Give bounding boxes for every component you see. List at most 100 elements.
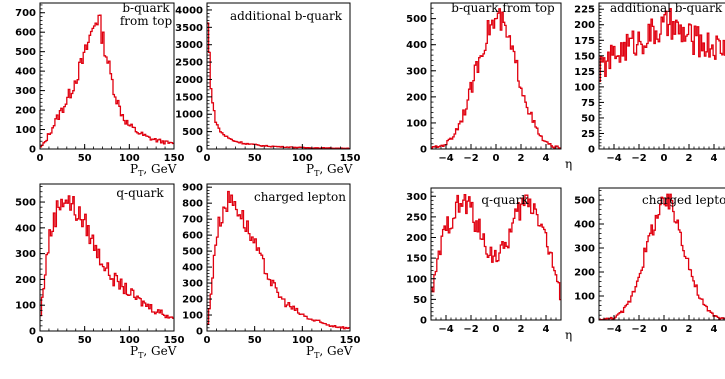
chart-title: q-quark — [116, 186, 164, 200]
x-tick-label: 50 — [78, 335, 92, 346]
chart-title: additional b-quark — [610, 1, 723, 15]
chart-panel-8: 0 100 200 300 400 500 −4 −2 0 2 4 charged lepton — [574, 187, 725, 335]
x-tick-label: 150 — [164, 335, 185, 346]
y-tick-label: 300 — [15, 249, 36, 260]
x-axis-label: η — [565, 328, 572, 342]
x-tick-label: 0 — [204, 335, 211, 346]
y-tick-label: 0 — [420, 316, 427, 327]
x-tick-label: −4 — [438, 153, 453, 164]
x-tick-label: 4 — [543, 324, 550, 335]
chart-panel-2: 0 500 1000 1500 2000 2500 3000 3500 4000 0 50 100 15… — [175, 2, 361, 178]
chart-title: additional b-quark — [230, 9, 343, 23]
y-tick-label: 400 — [574, 220, 595, 231]
y-tick-label: 300 — [15, 86, 36, 97]
y-tick-label: 0 — [420, 145, 427, 156]
y-tick-label: 400 — [406, 40, 427, 51]
histogram-series — [599, 7, 725, 83]
chart-title: b-quark — [122, 1, 170, 15]
x-tick-label: 0 — [661, 324, 668, 335]
x-tick-label: 2 — [518, 324, 525, 335]
y-tick-label: 500 — [15, 198, 36, 209]
y-tick-label: 3500 — [175, 23, 203, 34]
x-tick-label: −2 — [463, 324, 478, 335]
y-tick-label: 100 — [574, 82, 595, 93]
chart-title: q-quark — [481, 193, 529, 207]
y-tick-label: 800 — [182, 199, 203, 210]
y-tick-label: 600 — [182, 231, 203, 242]
y-tick-label: 50 — [581, 113, 595, 124]
y-tick-label: 125 — [574, 67, 595, 78]
x-tick-label: 50 — [248, 153, 262, 164]
x-tick-label: 100 — [292, 335, 313, 346]
chart-title: b-quark from top — [451, 1, 555, 15]
y-tick-label: 0 — [196, 145, 203, 156]
chart-panel-7: 0 50 100 150 200 250 300 −4 −2 0 2 4 q-quark η — [406, 187, 572, 342]
plot-frame — [39, 183, 175, 332]
x-tick-label: 100 — [119, 153, 140, 164]
y-tick-label: 200 — [406, 233, 427, 244]
y-tick-label: 100 — [15, 301, 36, 312]
x-tick-label: 100 — [292, 153, 313, 164]
chart-panel-3: 0 100 200 300 400 500 0 50 100 150 q-quark PT, GeV — [15, 183, 185, 360]
x-axis-label: PT, GeV — [130, 162, 177, 178]
y-tick-label: 100 — [406, 274, 427, 285]
plot-frame — [430, 2, 562, 150]
x-tick-label: 0 — [661, 153, 668, 164]
x-tick-label: 100 — [119, 335, 140, 346]
y-tick-label: 1500 — [175, 92, 203, 103]
x-tick-label: 150 — [164, 153, 185, 164]
y-tick-label: 200 — [574, 268, 595, 279]
y-tick-label: 200 — [15, 275, 36, 286]
x-tick-label: 2 — [518, 153, 525, 164]
histogram-series — [599, 193, 725, 321]
y-tick-label: 400 — [15, 223, 36, 234]
y-tick-label: 200 — [182, 295, 203, 306]
x-tick-label: 150 — [340, 153, 361, 164]
x-tick-label: −4 — [606, 153, 621, 164]
plot-frame — [206, 2, 351, 150]
chart-panel-1: 0 100 200 300 400 500 600 700 0 50 100 150 b-quarkfr… — [15, 1, 184, 178]
y-tick-label: 300 — [406, 192, 427, 203]
y-tick-label: 0 — [588, 316, 595, 327]
chart-title: charged lepton — [254, 190, 346, 204]
x-tick-label: −2 — [631, 153, 646, 164]
x-tick-label: 4 — [711, 153, 718, 164]
x-tick-label: −2 — [463, 153, 478, 164]
y-tick-label: 4000 — [175, 5, 203, 16]
x-tick-label: −4 — [606, 324, 621, 335]
y-tick-label: 3000 — [175, 40, 203, 51]
y-tick-label: 500 — [15, 47, 36, 58]
x-tick-label: 2 — [686, 324, 693, 335]
chart-panel-5: 0 100 200 300 400 500 −4 −2 0 2 4 b-quark from top η — [406, 1, 572, 171]
y-tick-label: 700 — [15, 8, 36, 19]
chart-panel-4: 0 100 200 300 400 500 600 700 800 900 0 50 100 150 cha… — [182, 183, 360, 360]
y-tick-label: 25 — [581, 129, 595, 140]
plot-frame — [206, 183, 351, 332]
x-tick-label: −2 — [631, 324, 646, 335]
y-tick-label: 100 — [182, 311, 203, 322]
y-tick-label: 1000 — [175, 110, 203, 121]
y-tick-label: 150 — [574, 51, 595, 62]
y-tick-label: 175 — [574, 36, 595, 47]
y-tick-label: 150 — [406, 254, 427, 265]
y-tick-label: 0 — [29, 327, 36, 338]
x-tick-label: 50 — [78, 153, 92, 164]
x-tick-label: 4 — [711, 324, 718, 335]
histogram-series — [431, 8, 561, 149]
y-tick-label: 600 — [15, 28, 36, 39]
y-tick-label: 200 — [15, 106, 36, 117]
x-tick-label: 0 — [204, 153, 211, 164]
y-tick-label: 75 — [581, 98, 595, 109]
x-axis-label: PT, GeV — [306, 344, 353, 360]
x-tick-label: 150 — [340, 335, 361, 346]
y-tick-label: 400 — [15, 67, 36, 78]
y-tick-label: 225 — [574, 5, 595, 16]
histogram-series — [207, 22, 350, 150]
y-tick-label: 500 — [574, 196, 595, 207]
histogram-series — [207, 190, 350, 330]
y-tick-label: 200 — [574, 20, 595, 31]
histogram-series — [40, 195, 174, 319]
plot-frame — [598, 187, 725, 321]
x-tick-label: 0 — [493, 324, 500, 335]
